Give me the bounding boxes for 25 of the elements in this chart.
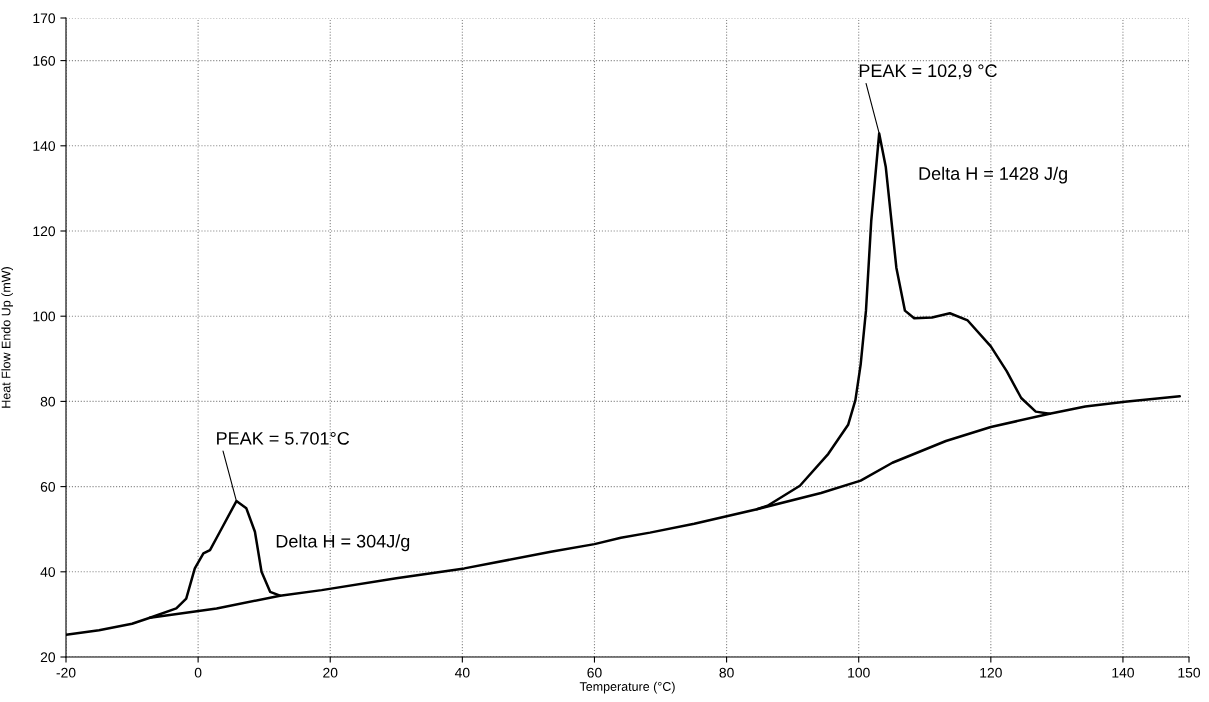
x-axis-title: Temperature (°C) xyxy=(579,681,675,694)
y-tick-label: 100 xyxy=(33,311,56,322)
x-tick-label: 40 xyxy=(454,667,470,678)
y-tick-label: 140 xyxy=(33,141,56,151)
y-tick-label: 80 xyxy=(40,396,56,407)
y-tick-label: 60 xyxy=(40,481,56,492)
annotation: Delta H = 304J/g xyxy=(276,534,410,552)
y-tick-label: 40 xyxy=(40,567,56,577)
annotation: Delta H = 1428 J/g xyxy=(919,166,1067,184)
x-tick-label: 20 xyxy=(323,667,338,678)
y-tick-label: 170 xyxy=(33,13,56,24)
x-tick-label: 60 xyxy=(587,667,602,678)
y-tick-label: 120 xyxy=(33,226,56,237)
y-tick-label: 20 xyxy=(40,652,56,663)
y-axis-title: Heat Flow Endo Up (mW) xyxy=(1,267,13,408)
x-tick-label: 120 xyxy=(980,667,1002,678)
x-tick-label: 100 xyxy=(848,667,870,678)
x-tick-label: -20 xyxy=(56,667,76,678)
annotation: PEAK = 5.701°C xyxy=(217,431,350,445)
x-tick-label: 0 xyxy=(194,667,202,678)
annotation: PEAK = 102,9 °C xyxy=(859,64,997,80)
x-tick-label: 150 xyxy=(1178,667,1201,678)
x-tick-label: 80 xyxy=(719,667,734,678)
x-tick-label: 140 xyxy=(1112,667,1134,678)
y-tick-label: 160 xyxy=(33,55,56,66)
